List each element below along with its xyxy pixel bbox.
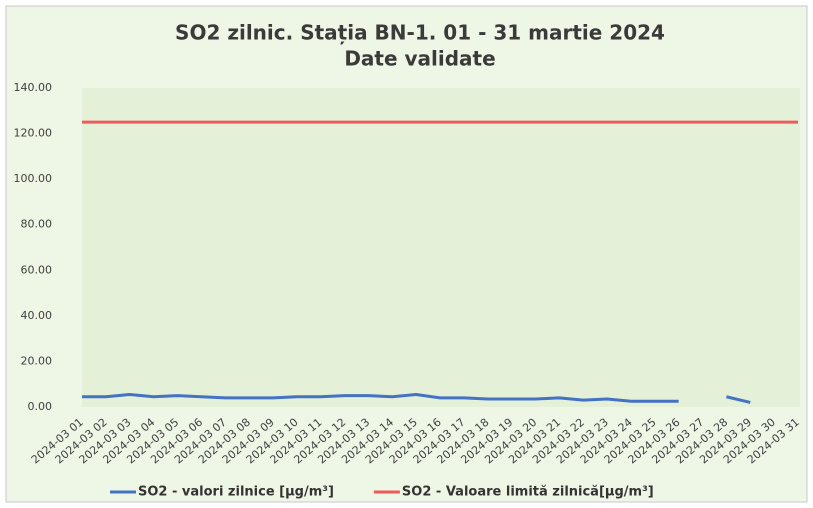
y-tick-label: 100.00 bbox=[14, 172, 53, 185]
plot-area bbox=[82, 88, 800, 407]
data-line bbox=[82, 392, 751, 404]
y-tick-label: 0.00 bbox=[28, 400, 53, 413]
y-tick-label: 120.00 bbox=[14, 127, 53, 140]
y-tick-label: 60.00 bbox=[21, 263, 53, 276]
legend-label: SO2 - Valoare limită zilnică[µg/m³] bbox=[402, 485, 654, 500]
legend-label: SO2 - valori zilnice [µg/m³] bbox=[138, 485, 334, 500]
y-tick-label: 80.00 bbox=[21, 218, 53, 231]
chart-subtitle: Date validate bbox=[344, 47, 495, 71]
y-tick-label: 40.00 bbox=[21, 309, 53, 322]
chart-title: SO2 zilnic. Stația BN-1. 01 - 31 martie … bbox=[175, 21, 665, 45]
y-tick-label: 20.00 bbox=[21, 354, 53, 367]
y-tick-label: 140.00 bbox=[14, 81, 53, 94]
